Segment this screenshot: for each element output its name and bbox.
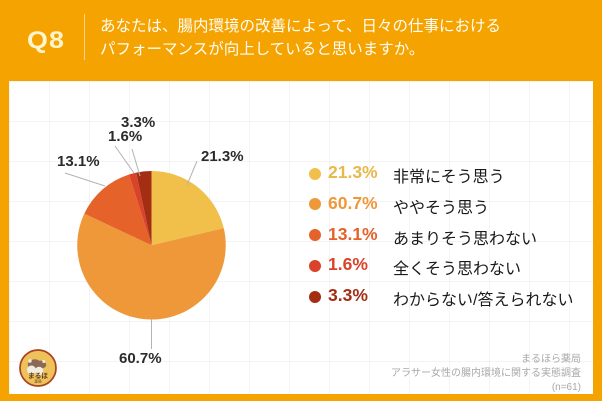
svg-text:薬局: 薬局 <box>34 379 42 384</box>
svg-text:まるほ: まるほ <box>28 371 48 380</box>
